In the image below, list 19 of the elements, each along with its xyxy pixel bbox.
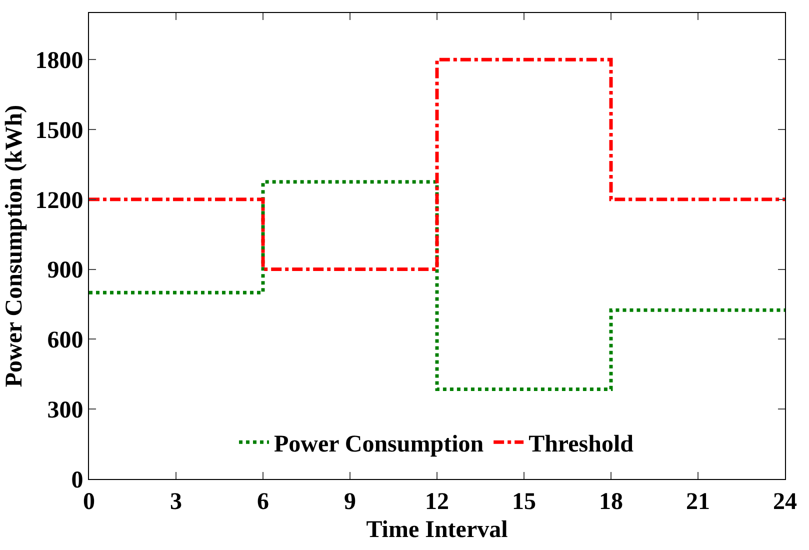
legend-label: Power Consumption [274, 431, 484, 458]
x-tick-label: 24 [773, 488, 797, 515]
legend-label: Threshold [528, 431, 634, 458]
x-axis-title: Time Interval [366, 517, 508, 544]
x-tick-label: 12 [425, 488, 449, 515]
y-tick-label: 0 [71, 467, 84, 494]
x-tick-label: 9 [344, 488, 356, 515]
y-tick-label: 300 [47, 398, 84, 424]
y-tick-label: 600 [47, 328, 84, 354]
y-tick-label: 1500 [35, 118, 84, 144]
y-tick-label: 1800 [35, 48, 84, 74]
y-tick-label: 1200 [35, 188, 84, 214]
x-tick-label: 21 [686, 488, 710, 515]
y-axis-title: Power Consumption (kWh) [1, 104, 28, 388]
x-tick-label: 3 [170, 488, 182, 515]
x-tick-label: 15 [512, 488, 536, 515]
y-tick-label: 900 [47, 258, 84, 284]
x-tick-label: 18 [599, 488, 623, 515]
x-tick-label: 6 [257, 488, 269, 515]
